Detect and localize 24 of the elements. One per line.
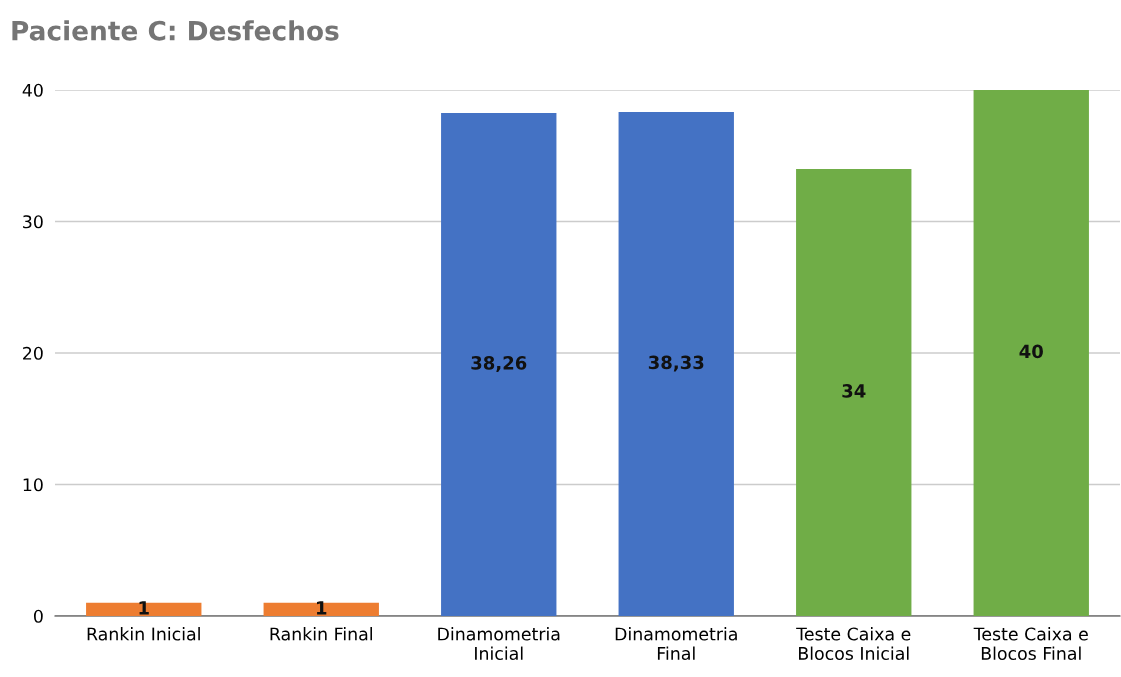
bar <box>618 111 734 616</box>
x-tick-label: Dinamometria Final <box>615 627 737 660</box>
x-tick-label: Teste Caixa e Blocos Final <box>973 627 1088 660</box>
y-tick-label: 20 <box>23 346 43 360</box>
chart-title: Paciente C: Desfechos <box>12 20 339 41</box>
y-tick-label: 40 <box>22 83 43 97</box>
bar <box>441 112 557 616</box>
x-tick-label: Rankin Final <box>270 627 372 641</box>
data-label: 1 <box>317 601 327 615</box>
data-label: 1 <box>139 601 149 615</box>
x-tick-label: Dinamometria Inicial <box>438 627 560 660</box>
data-label: 40 <box>1019 344 1043 359</box>
data-label: 38,26 <box>471 356 527 372</box>
x-tick-label: Rankin Inicial <box>87 627 200 641</box>
bar <box>263 602 379 616</box>
y-tick-label: 10 <box>23 478 43 492</box>
bar <box>796 168 912 616</box>
y-tick-label: 0 <box>33 609 43 623</box>
bar <box>86 602 202 616</box>
y-tick-label: 30 <box>23 215 43 229</box>
x-tick-label: Teste Caixa e Blocos Inicial <box>796 627 911 660</box>
bar <box>973 90 1089 616</box>
data-label: 38,33 <box>648 355 704 372</box>
data-label: 34 <box>842 384 866 398</box>
